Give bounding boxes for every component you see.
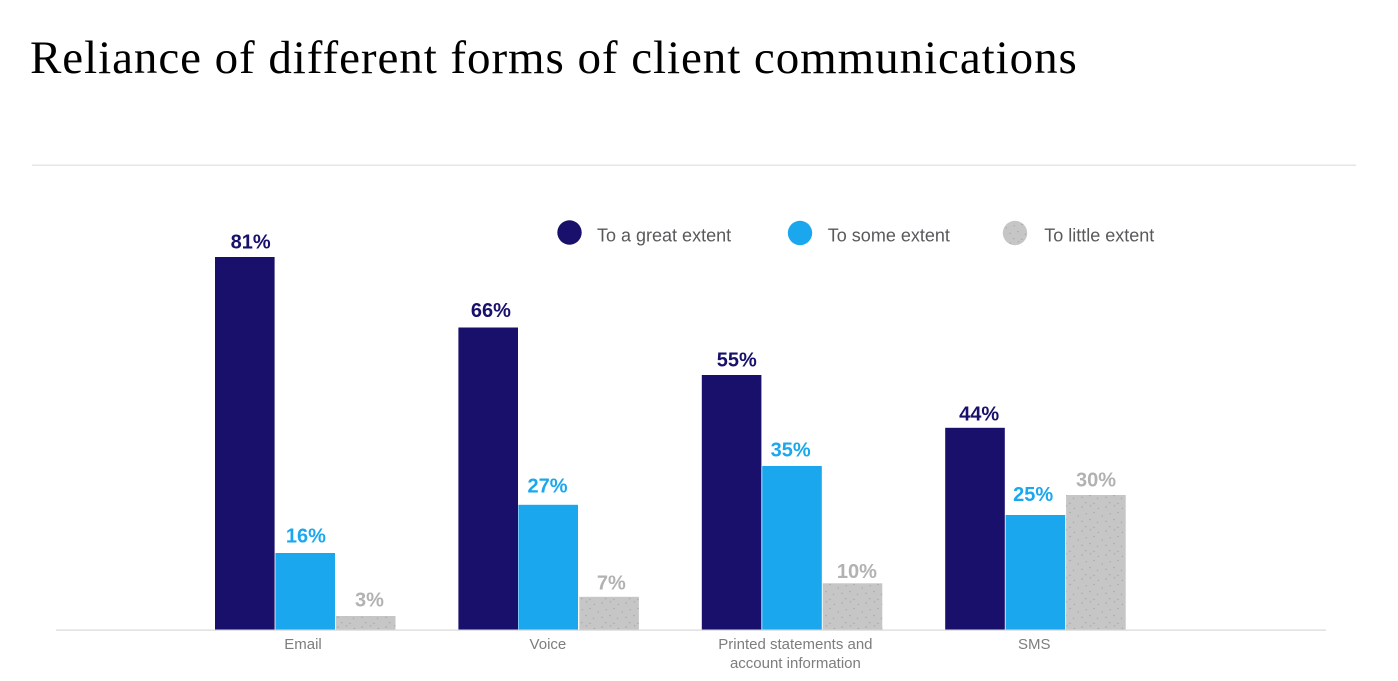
svg-text:10%: 10% bbox=[837, 561, 877, 583]
svg-text:7%: 7% bbox=[597, 572, 626, 594]
svg-text:16%: 16% bbox=[286, 525, 326, 547]
svg-text:81%: 81% bbox=[231, 232, 271, 254]
svg-text:To little extent: To little extent bbox=[1044, 226, 1154, 246]
svg-text:55%: 55% bbox=[717, 349, 757, 371]
svg-text:SMS: SMS bbox=[1018, 636, 1051, 653]
svg-text:25%: 25% bbox=[1013, 484, 1053, 506]
svg-text:account information: account information bbox=[730, 655, 861, 672]
svg-text:44%: 44% bbox=[959, 403, 999, 425]
svg-text:Printed statements and: Printed statements and bbox=[718, 636, 872, 653]
svg-text:To some extent: To some extent bbox=[828, 226, 950, 246]
svg-text:35%: 35% bbox=[771, 440, 811, 462]
svg-text:3%: 3% bbox=[355, 589, 384, 611]
svg-text:To a great extent: To a great extent bbox=[597, 226, 731, 246]
svg-text:27%: 27% bbox=[527, 476, 567, 498]
svg-text:Voice: Voice bbox=[530, 636, 567, 653]
svg-text:66%: 66% bbox=[471, 300, 511, 322]
svg-text:30%: 30% bbox=[1076, 470, 1116, 492]
svg-text:Email: Email bbox=[284, 636, 322, 653]
